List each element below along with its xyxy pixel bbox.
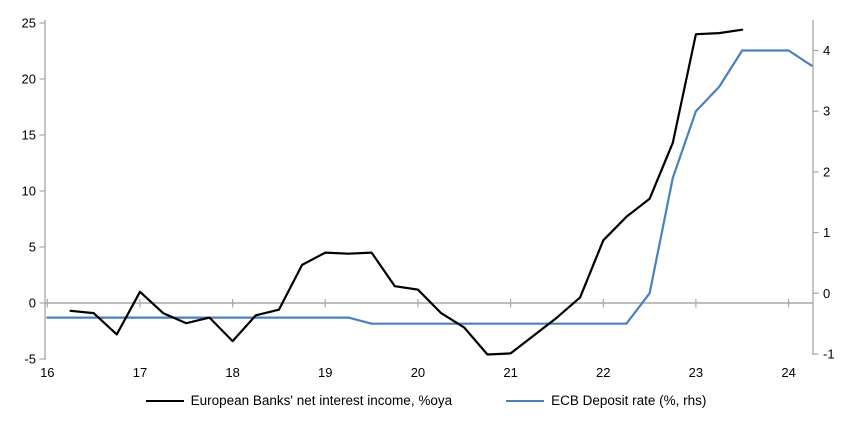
left-y-axis-tick-label: 25 — [22, 16, 36, 31]
right-y-axis-tick-label: 4 — [823, 43, 830, 58]
x-axis-tick-label: 24 — [781, 365, 795, 380]
x-axis-tick-label: 20 — [411, 365, 425, 380]
legend-item-ecb-deposit-rate: ECB Deposit rate (%, rhs) — [506, 393, 706, 408]
chart-legend: European Banks' net interest income, %oy… — [0, 393, 852, 408]
legend-item-net-interest-income: European Banks' net interest income, %oy… — [145, 393, 453, 408]
x-axis-tick-label: 22 — [596, 365, 610, 380]
x-axis-tick-label: 19 — [318, 365, 332, 380]
right-y-axis-tick-label: 2 — [823, 164, 830, 179]
x-axis-tick-label: 17 — [133, 365, 147, 380]
left-y-axis-tick-label: 0 — [29, 296, 36, 311]
black-line-swatch-icon — [145, 399, 184, 402]
legend-label-net-interest-income: European Banks' net interest income, %oy… — [190, 393, 453, 408]
series-line-net-interest-income — [69, 28, 744, 356]
right-y-axis-tick-label: 1 — [823, 225, 830, 240]
right-y-axis-tick-label: 3 — [823, 104, 830, 119]
right-y-axis-tick-label: -1 — [823, 347, 835, 362]
left-y-axis-tick-label: -5 — [24, 352, 36, 367]
x-axis-tick-label: 21 — [503, 365, 517, 380]
left-y-axis-tick-label: 20 — [22, 72, 36, 87]
series-line-ecb-deposit-rate — [46, 49, 813, 325]
legend-label-ecb-deposit-rate: ECB Deposit rate (%, rhs) — [551, 393, 707, 408]
left-y-axis-tick-label: 10 — [22, 184, 36, 199]
left-y-axis-tick-label: 15 — [22, 128, 36, 143]
x-axis-tick-label: 18 — [225, 365, 239, 380]
x-axis-tick-label: 16 — [40, 365, 54, 380]
right-y-axis-tick-label: 0 — [823, 286, 830, 301]
left-y-axis-tick-label: 5 — [29, 240, 36, 255]
blue-line-swatch-icon — [506, 399, 545, 402]
x-axis-tick-label: 23 — [689, 365, 703, 380]
